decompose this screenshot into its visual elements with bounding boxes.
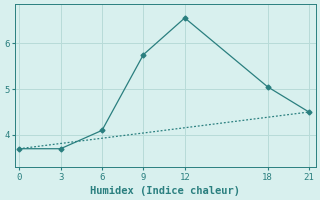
X-axis label: Humidex (Indice chaleur): Humidex (Indice chaleur) [91,186,240,196]
